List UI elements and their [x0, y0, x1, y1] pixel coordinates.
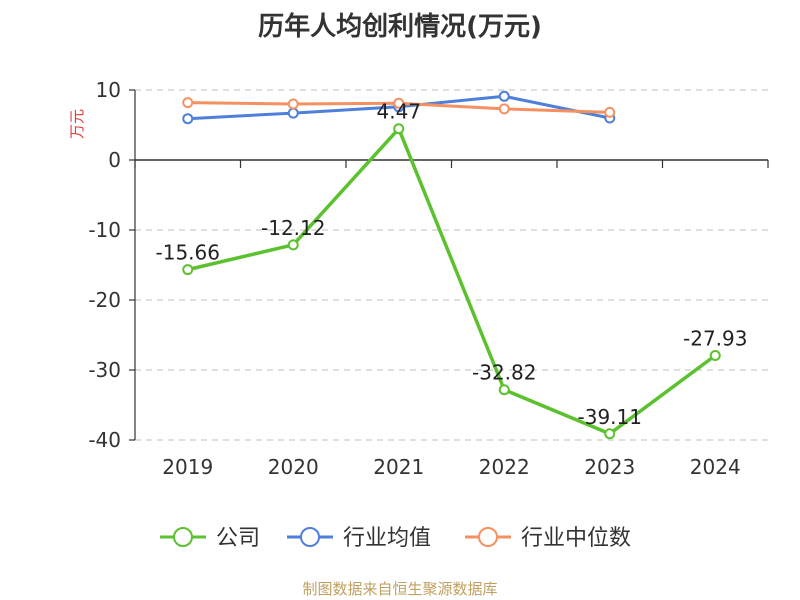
x-tick-label: 2020: [268, 455, 319, 479]
data-point[interactable]: [393, 97, 405, 109]
data-point[interactable]: [287, 239, 299, 251]
legend-marker[interactable]: [173, 527, 193, 547]
data-point[interactable]: [287, 98, 299, 110]
data-point[interactable]: [182, 97, 194, 109]
legend-marker[interactable]: [300, 527, 320, 547]
data-point[interactable]: [182, 113, 194, 125]
data-label: -12.12: [261, 216, 325, 240]
legend-label[interactable]: 行业均值: [343, 526, 431, 551]
x-tick-label: 2019: [162, 455, 213, 479]
data-point[interactable]: [604, 106, 616, 118]
data-point[interactable]: [709, 350, 721, 362]
data-point[interactable]: [498, 90, 510, 102]
legend-marker[interactable]: [478, 527, 498, 547]
data-label: -39.11: [578, 405, 642, 429]
data-label: -32.82: [472, 361, 536, 385]
y-tick-label: 0: [108, 148, 121, 172]
data-point[interactable]: [182, 264, 194, 276]
y-tick-label: 10: [96, 78, 121, 102]
chart-title: 历年人均创利情况(万元): [258, 12, 542, 42]
legend-label[interactable]: 行业中位数: [521, 526, 631, 551]
y-tick-label: -30: [88, 358, 121, 382]
y-axis-label: 万元: [68, 109, 86, 139]
data-point[interactable]: [604, 428, 616, 440]
data-point[interactable]: [287, 107, 299, 119]
y-tick-label: -20: [88, 288, 121, 312]
data-point[interactable]: [393, 123, 405, 135]
data-label: -27.93: [683, 327, 747, 351]
y-tick-label: -10: [88, 218, 121, 242]
legend-label[interactable]: 公司: [216, 526, 260, 551]
x-tick-label: 2024: [690, 455, 741, 479]
series-line: [186, 126, 717, 436]
y-tick-label: -40: [88, 428, 121, 452]
x-tick-label: 2023: [584, 455, 635, 479]
x-tick-label: 2021: [373, 455, 424, 479]
data-label: 4.47: [376, 100, 421, 124]
data-label: -15.66: [156, 241, 220, 265]
source-note: 制图数据来自恒生聚源数据库: [302, 580, 498, 598]
data-point[interactable]: [498, 103, 510, 115]
data-point[interactable]: [498, 384, 510, 396]
x-tick-label: 2022: [479, 455, 530, 479]
